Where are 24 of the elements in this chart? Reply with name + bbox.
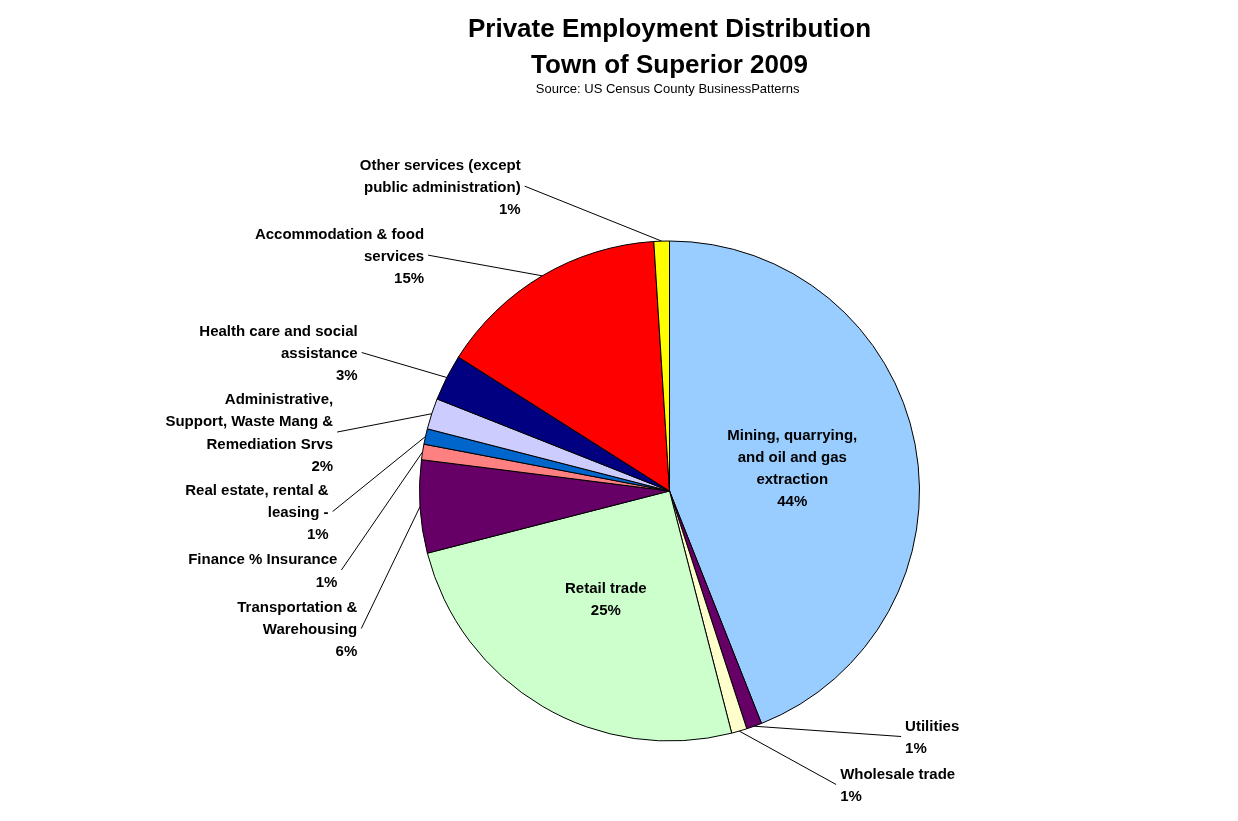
slice-label: Health care and social assistance <box>199 321 358 362</box>
slice-label: Retail trade <box>565 579 647 597</box>
data-label: 25% <box>590 601 621 619</box>
slice-label: Other services (except public administration) <box>359 155 521 195</box>
data-label: 15% <box>394 268 425 286</box>
data-label: 1% <box>499 199 521 217</box>
slice-label: Transportation & Warehousing <box>237 597 358 638</box>
slice-label: Wholesale trade <box>840 764 956 782</box>
chart-title: Private Employment Distribution Town of Superior 2009 <box>467 12 872 79</box>
slice-label: Utilities <box>905 716 960 734</box>
data-label: 6% <box>335 642 358 660</box>
data-label: 2% <box>311 456 334 474</box>
data-label: 1% <box>306 525 329 543</box>
data-label: 44% <box>777 492 808 510</box>
data-label: 1% <box>840 787 862 805</box>
data-label: 1% <box>905 739 927 757</box>
slice-label: Administrative, Support, Waste Mang & Remediation Srvs <box>165 390 334 452</box>
slice-label: Mining, quarrying, and oil and gas extraction <box>727 425 858 488</box>
slice-label: Accommodation & food services <box>254 224 425 264</box>
slice-label: Real estate, rental & leasing - <box>185 480 329 521</box>
slice-label: Finance % Insurance <box>188 550 338 568</box>
data-label: 3% <box>336 366 358 384</box>
data-label: 1% <box>315 572 338 590</box>
chart-subtitle: Source: US Census County BusinessPatterns <box>535 80 801 96</box>
